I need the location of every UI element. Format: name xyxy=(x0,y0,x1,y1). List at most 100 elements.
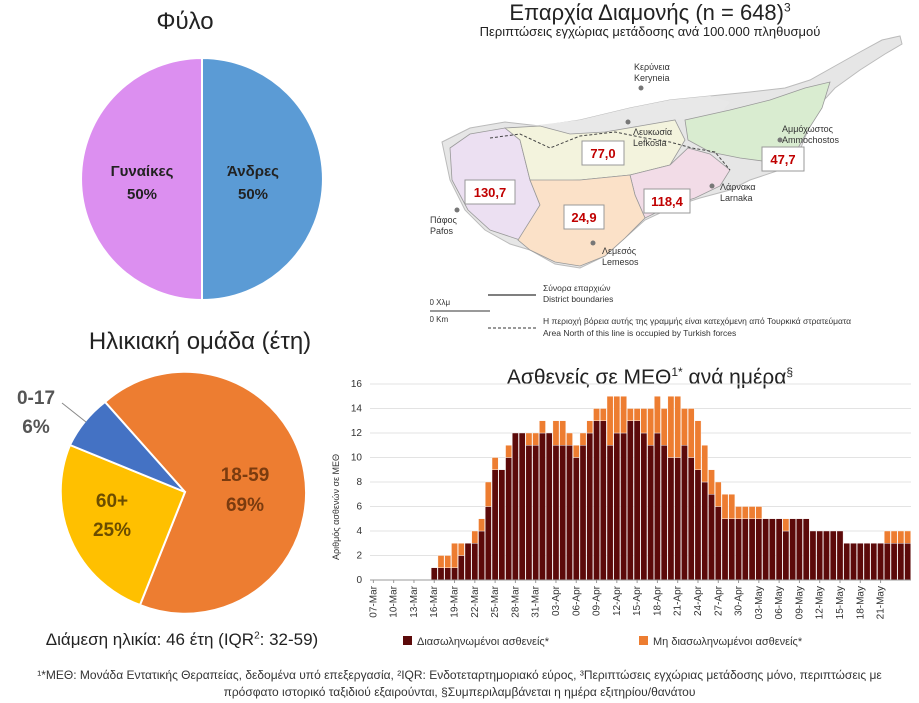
icu-x-tick-label: 22-Mar xyxy=(470,585,481,617)
city-dot-ammochostos xyxy=(777,137,783,143)
icu-x-tick-label: 03-Apr xyxy=(551,585,562,616)
icu-x-tick-label: 03-May xyxy=(754,586,765,619)
icu-bar-intubated xyxy=(674,457,681,581)
rate-box-lemesos xyxy=(563,204,605,230)
icu-bar-intubated xyxy=(532,445,539,581)
icu-y-tick-label: 2 xyxy=(356,551,362,562)
pie-slice-18-59 xyxy=(103,370,308,615)
icu-bar-non-intubated xyxy=(728,494,736,519)
icu-bar-non-intubated xyxy=(647,408,654,446)
city-dot-keryneia xyxy=(638,85,644,91)
icu-x-tick-label: 18-Apr xyxy=(652,585,663,616)
cyprus-map: Κερύνεια Keryneia Λευκωσία Lefkosia Αμμό… xyxy=(430,35,903,338)
icu-bar-intubated xyxy=(714,506,722,581)
map-subtitle: Περιπτώσεις εγχώριας μετάδοσης ανά 100.0… xyxy=(479,24,821,39)
icu-bar-non-intubated xyxy=(606,396,614,446)
icu-bar-intubated xyxy=(545,432,553,581)
pie-pct-women: 50% xyxy=(127,186,157,203)
pie-pct-60plus: 25% xyxy=(93,520,131,541)
legend-occupation-en: Area North of this line is occupied by T… xyxy=(543,328,736,338)
age-pie-chart: 18-59 69% 60+ 25% 0-17 6% xyxy=(17,370,308,615)
icu-bar-intubated xyxy=(491,469,499,581)
icu-bar-intubated xyxy=(735,518,742,581)
icu-bar-intubated xyxy=(654,432,661,581)
map-label-lemesos-en: Lemesos xyxy=(602,257,639,267)
icu-bar-intubated xyxy=(836,530,844,581)
icu-bar-intubated xyxy=(620,432,627,581)
icu-x-tick-label: 13-Mar xyxy=(409,585,420,617)
icu-bar-non-intubated xyxy=(721,494,729,519)
icu-bar-intubated xyxy=(660,445,668,581)
icu-bar-non-intubated xyxy=(566,432,573,446)
pie-label-men: Άνδρες xyxy=(227,163,279,180)
icu-bar-intubated xyxy=(471,543,479,581)
icu-bar-non-intubated xyxy=(444,555,452,568)
icu-bar-non-intubated xyxy=(714,481,722,507)
icu-x-tick-label: 10-Mar xyxy=(389,585,400,617)
icu-bar-non-intubated xyxy=(579,432,587,446)
icu-bar-intubated xyxy=(789,518,796,581)
icu-bar-non-intubated xyxy=(613,396,621,434)
icu-bar-intubated xyxy=(904,543,911,581)
pie-label-women: Γυναίκες xyxy=(111,163,174,180)
icu-bar-intubated xyxy=(843,543,851,581)
icu-x-tick-label: 18-May xyxy=(855,586,866,619)
map-district-keryneia xyxy=(530,96,730,138)
legend-occupation-gr: Η περιοχή βόρεια αυτής της γραμμής είναι… xyxy=(543,316,851,326)
icu-bar-intubated xyxy=(816,530,823,581)
rate-value-lemesos: 24,9 xyxy=(571,210,596,225)
icu-x-tick-label: 06-Apr xyxy=(571,585,582,616)
icu-x-tick-label: 06-May xyxy=(774,586,785,619)
icu-bar-intubated xyxy=(755,518,763,581)
icu-x-tick-label: 25-Mar xyxy=(490,585,501,617)
icu-bar-intubated xyxy=(647,445,654,581)
icu-bar-intubated xyxy=(829,530,837,581)
icu-y-tick-label: 8 xyxy=(356,477,362,488)
icu-legend-intubated: Διασωληνωμένοι ασθενείς* xyxy=(417,636,550,648)
map-label-lefkosia-en: Lefkosia xyxy=(633,138,667,148)
icu-bar-non-intubated xyxy=(478,518,485,532)
city-dot-lemesos xyxy=(590,240,596,246)
icu-bar-non-intubated xyxy=(694,420,702,470)
icu-bar-intubated xyxy=(701,481,709,581)
rate-value-ammochostos: 47,7 xyxy=(770,152,795,167)
icu-bar-non-intubated xyxy=(572,445,580,458)
icu-bar-intubated xyxy=(512,432,519,581)
icu-legend-non-intubated: Μη διασωληνωμένοι ασθενείς* xyxy=(653,636,803,648)
rate-box-lefkosia xyxy=(581,140,625,166)
icu-x-tick-label: 16-Mar xyxy=(429,585,440,617)
icu-bar-intubated xyxy=(769,518,776,581)
map-label-lemesos-gr: Λεμεσός xyxy=(602,246,637,256)
icu-bar-non-intubated xyxy=(701,445,709,483)
icu-bar-intubated xyxy=(728,518,736,581)
icu-bar-intubated xyxy=(627,420,634,581)
icu-y-tick-label: 10 xyxy=(351,453,363,464)
icu-bar-non-intubated xyxy=(667,396,675,458)
legend-boundary-gr: Σύνορα επαρχιών xyxy=(543,283,611,293)
icu-bar-non-intubated xyxy=(491,457,499,470)
icu-x-tick-label: 09-May xyxy=(794,586,805,619)
icu-bar-intubated xyxy=(505,457,512,581)
icu-x-tick-label: 15-Apr xyxy=(632,585,643,616)
map-scale-gr: 30 Χλμ xyxy=(430,298,450,307)
map-title: Επαρχία Διαμονής (n = 648)3 xyxy=(509,0,791,25)
icu-bar-non-intubated xyxy=(600,408,607,421)
icu-bar-non-intubated xyxy=(890,530,898,544)
icu-bar-intubated xyxy=(579,445,587,581)
icu-bar-non-intubated xyxy=(593,408,600,421)
icu-bar-non-intubated xyxy=(660,408,668,446)
icu-bar-non-intubated xyxy=(742,506,749,519)
icu-x-tick-label: 28-Mar xyxy=(510,585,521,617)
icu-bar-intubated xyxy=(782,530,790,581)
map-label-keryneia-gr: Κερύνεια xyxy=(634,62,670,72)
icu-bar-non-intubated xyxy=(735,506,742,519)
rate-value-lefkosia: 77,0 xyxy=(590,146,615,161)
map-occupation-line xyxy=(489,131,731,171)
icu-bar-intubated xyxy=(762,518,769,581)
icu-y-axis-label: Αριθμός ασθενών σε ΜΕΘ xyxy=(331,454,341,560)
pie-pct-18-59: 69% xyxy=(226,495,264,516)
icu-bar-intubated xyxy=(593,420,600,581)
pie-slice-men xyxy=(201,56,324,302)
icu-bar-intubated xyxy=(458,555,465,581)
rate-value-larnaka: 118,4 xyxy=(651,194,684,209)
